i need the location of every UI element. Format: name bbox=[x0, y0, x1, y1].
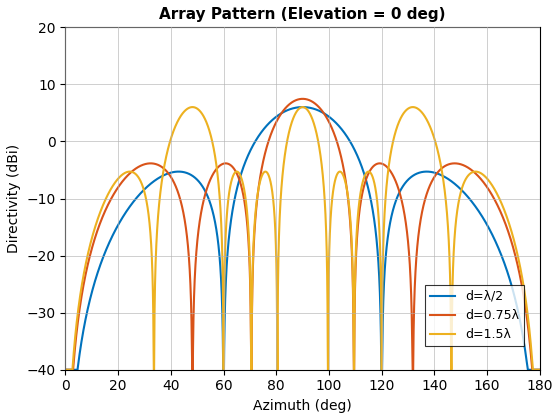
d=λ/2 bbox=[62, 367, 69, 372]
Line: d=1.5λ: d=1.5λ bbox=[66, 107, 540, 370]
d=1.5λ bbox=[101, 200, 108, 205]
Line: d=0.75λ: d=0.75λ bbox=[66, 99, 540, 370]
d=0.75λ bbox=[492, 198, 498, 203]
Title: Array Pattern (Elevation = 0 deg): Array Pattern (Elevation = 0 deg) bbox=[160, 7, 446, 22]
d=0.75λ bbox=[536, 367, 543, 372]
d=0.75λ bbox=[381, 163, 388, 168]
d=1.5λ bbox=[536, 367, 543, 372]
d=1.5λ bbox=[492, 188, 498, 193]
d=1.5λ bbox=[113, 178, 119, 184]
d=1.5λ bbox=[372, 186, 379, 191]
d=0.75λ bbox=[62, 367, 69, 372]
d=λ/2 bbox=[536, 367, 543, 372]
d=λ/2 bbox=[113, 226, 119, 231]
d=1.5λ bbox=[84, 253, 91, 258]
Line: d=λ/2: d=λ/2 bbox=[66, 107, 540, 370]
d=1.5λ bbox=[381, 213, 388, 218]
d=0.75λ bbox=[299, 96, 306, 101]
d=λ/2 bbox=[299, 105, 306, 110]
d=1.5λ bbox=[189, 105, 196, 110]
d=λ/2 bbox=[84, 307, 91, 312]
d=0.75λ bbox=[84, 262, 91, 268]
d=λ/2 bbox=[381, 272, 388, 277]
d=1.5λ bbox=[62, 367, 69, 372]
Y-axis label: Directivity (dBi): Directivity (dBi) bbox=[7, 144, 21, 253]
Legend: d=λ/2, d=0.75λ, d=1.5λ: d=λ/2, d=0.75λ, d=1.5λ bbox=[425, 285, 524, 346]
d=0.75λ bbox=[372, 162, 379, 167]
d=λ/2 bbox=[492, 239, 498, 244]
X-axis label: Azimuth (deg): Azimuth (deg) bbox=[253, 399, 352, 413]
d=0.75λ bbox=[101, 210, 108, 215]
d=λ/2 bbox=[101, 252, 108, 257]
d=0.75λ bbox=[113, 188, 119, 193]
d=λ/2 bbox=[372, 227, 379, 232]
